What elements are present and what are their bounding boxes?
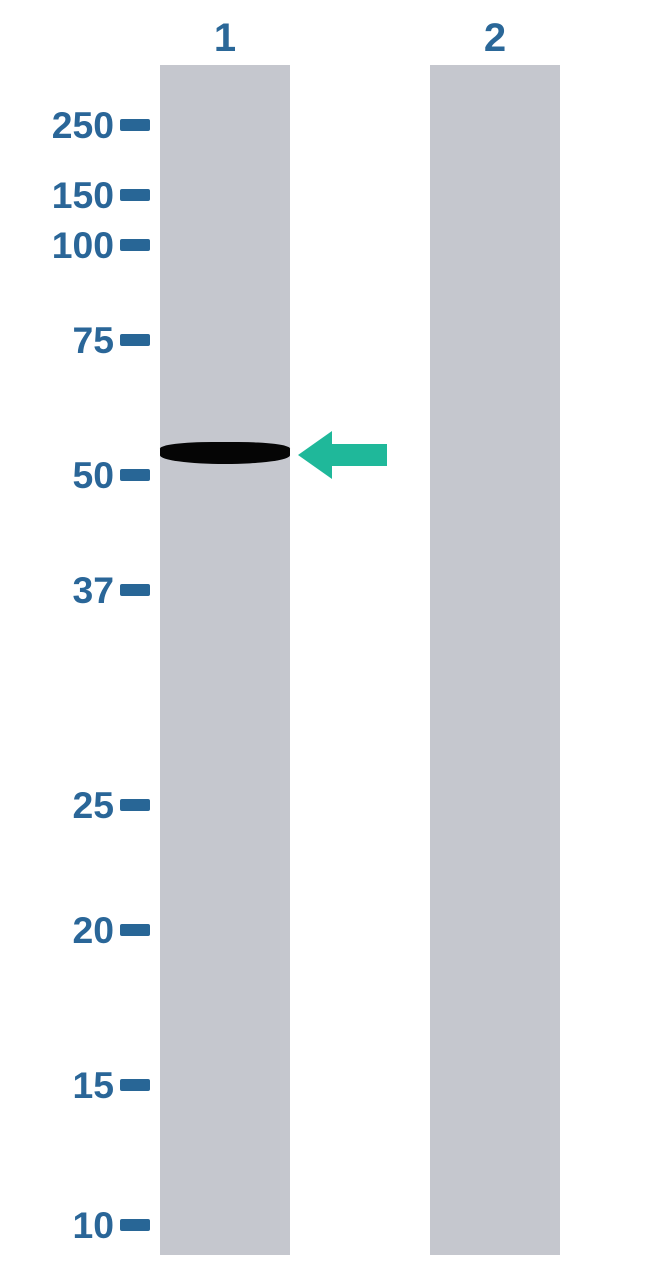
marker-label: 250 (52, 104, 114, 147)
marker-row: 25 (0, 790, 150, 820)
lane-1 (160, 65, 290, 1255)
marker-row: 37 (0, 575, 150, 605)
lane-header-1-label: 1 (214, 16, 236, 60)
blot-figure: 1 2 250 150 100 75 50 37 25 20 15 10 (0, 0, 650, 1270)
arrow-shaft (332, 444, 387, 466)
marker-tick-icon (120, 799, 150, 811)
marker-tick-icon (120, 469, 150, 481)
marker-tick-icon (120, 239, 150, 251)
lane-2 (430, 65, 560, 1255)
marker-tick-icon (120, 189, 150, 201)
marker-label: 15 (72, 1064, 114, 1107)
lane-header-2: 2 (435, 16, 555, 61)
marker-row: 15 (0, 1070, 150, 1100)
marker-row: 150 (0, 180, 150, 210)
marker-row: 100 (0, 230, 150, 260)
marker-label: 150 (52, 174, 114, 217)
marker-tick-icon (120, 1219, 150, 1231)
marker-row: 20 (0, 915, 150, 945)
marker-label: 50 (72, 454, 114, 497)
lane-header-1: 1 (165, 16, 285, 61)
marker-tick-icon (120, 119, 150, 131)
marker-label: 25 (72, 784, 114, 827)
lane-header-2-label: 2 (484, 16, 506, 60)
marker-row: 250 (0, 110, 150, 140)
marker-label: 37 (72, 569, 114, 612)
marker-label: 10 (72, 1204, 114, 1247)
marker-tick-icon (120, 584, 150, 596)
marker-row: 50 (0, 460, 150, 490)
marker-row: 75 (0, 325, 150, 355)
marker-row: 10 (0, 1210, 150, 1240)
marker-label: 100 (52, 224, 114, 267)
marker-tick-icon (120, 924, 150, 936)
marker-tick-icon (120, 334, 150, 346)
indicator-arrow (298, 431, 387, 479)
marker-label: 75 (72, 319, 114, 362)
marker-label: 20 (72, 909, 114, 952)
arrow-head-icon (298, 431, 332, 479)
band-lane1 (160, 442, 290, 464)
marker-tick-icon (120, 1079, 150, 1091)
